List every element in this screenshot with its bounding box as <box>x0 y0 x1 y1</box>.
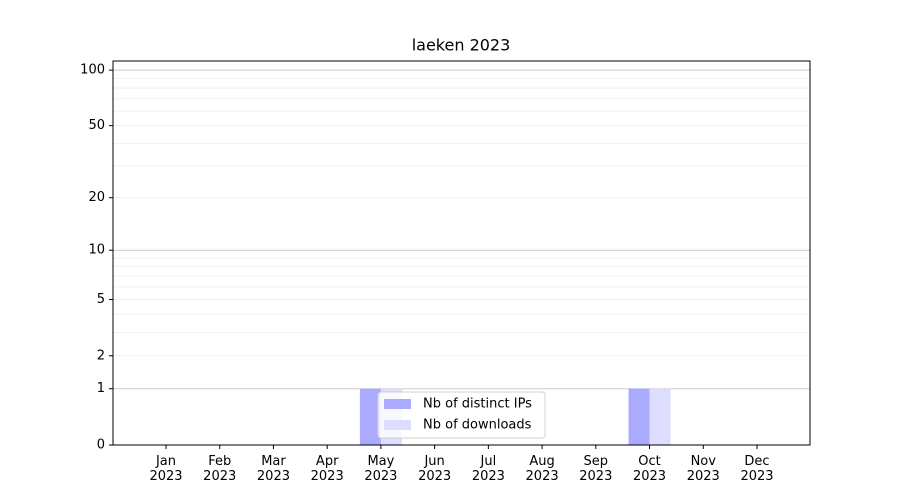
y-tick-label: 1 <box>97 381 105 396</box>
legend-label: Nb of distinct IPs <box>423 397 532 412</box>
y-tick-label: 2 <box>97 348 105 363</box>
x-tick-label: Mar 2023 <box>256 454 290 484</box>
x-tick-label: Feb 2023 <box>203 454 237 484</box>
bar <box>359 388 381 445</box>
x-tick-label: Jun 2023 <box>418 454 452 484</box>
y-tick-label: 10 <box>88 243 105 258</box>
y-tick-label: 20 <box>88 190 105 205</box>
legend-swatch <box>384 399 411 409</box>
legend-label: Nb of downloads <box>423 418 532 433</box>
legend-box <box>377 391 546 439</box>
x-tick-label: Jul 2023 <box>471 454 505 484</box>
chart-title: laeken 2023 <box>412 36 511 55</box>
x-tick-label: May 2023 <box>364 454 398 484</box>
x-tick-label: Oct 2023 <box>632 454 667 484</box>
y-tick-label: 50 <box>88 118 105 133</box>
bar <box>628 388 650 445</box>
x-tick-label: Dec 2023 <box>740 454 774 484</box>
x-tick-label: Nov 2023 <box>686 454 720 484</box>
y-tick-label: 0 <box>97 438 105 453</box>
x-tick-label: Sep 2023 <box>579 454 613 484</box>
plot-frame <box>112 60 811 446</box>
x-tick-label: Jan 2023 <box>149 454 183 484</box>
bar <box>649 388 671 445</box>
y-tick-label: 5 <box>97 292 105 307</box>
x-tick-label: Apr 2023 <box>310 454 344 484</box>
legend-swatch <box>384 420 411 430</box>
x-tick-label: Aug 2023 <box>525 454 559 484</box>
y-tick-label: 100 <box>80 63 105 78</box>
